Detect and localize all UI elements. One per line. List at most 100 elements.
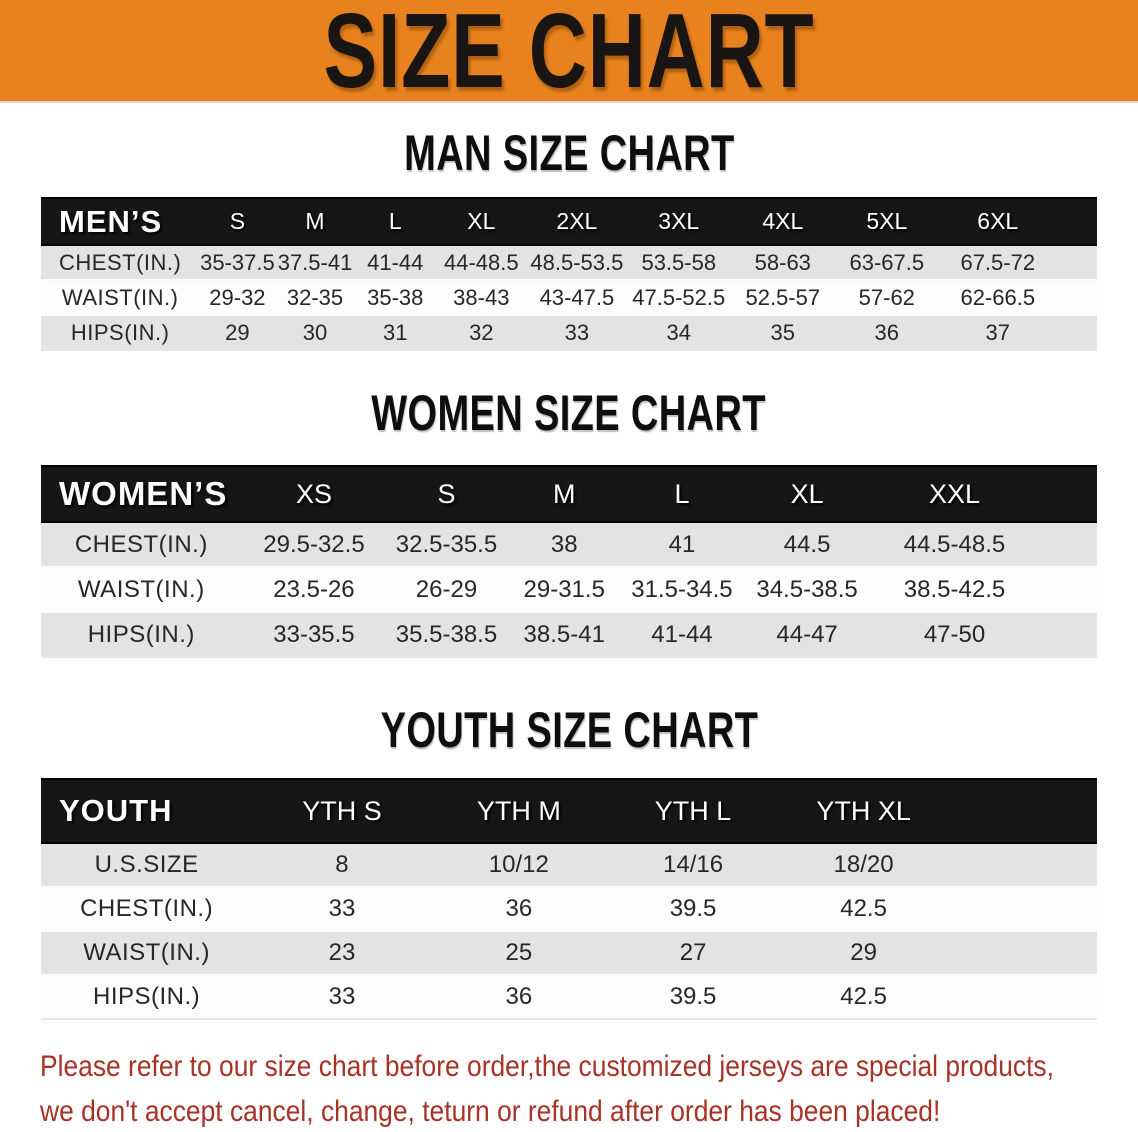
size-column-header: M (275, 197, 355, 246)
size-value-cell: 35.5-38.5 (386, 612, 507, 658)
size-column-header: 6XL (938, 197, 1097, 246)
size-value-cell: 52.5-57 (730, 280, 836, 316)
table-row: HIPS(IN.) 33 36 39.5 42.5 (41, 975, 1097, 1020)
measurement-label: WAIST(IN.) (41, 931, 253, 976)
size-column-header: YTH M (431, 778, 606, 844)
size-value-cell: 47-50 (872, 612, 1097, 658)
size-value-cell: 36 (431, 887, 606, 932)
table-row: WAIST(IN.) 23.5-26 26-29 29-31.5 31.5-34.5 34… (41, 567, 1097, 613)
measurement-label: WAIST(IN.) (41, 567, 242, 613)
size-value-cell: 34 (627, 315, 731, 351)
table-row: WAIST(IN.) 29-32 32-35 35-38 38-43 43-47.5 47.… (41, 280, 1097, 316)
size-value-cell: 53.5-58 (627, 245, 731, 281)
section-women: WOMEN SIZE CHART WOMEN’S XS S M L XL XXL CHEST(I… (0, 387, 1138, 658)
banner: SIZE CHART (0, 0, 1138, 110)
size-column-header: XXL (872, 465, 1097, 523)
size-value-cell: 37 (938, 315, 1097, 351)
measurement-label: HIPS(IN.) (41, 315, 200, 351)
disclaimer-line-1: Please refer to our size chart before or… (40, 1050, 1054, 1083)
size-value-cell: 29 (199, 315, 276, 351)
size-value-cell: 29-31.5 (506, 567, 622, 613)
size-value-cell: 33-35.5 (241, 612, 387, 658)
women-corner-label: WOMEN’S (41, 465, 242, 523)
sections-container: MAN SIZE CHART MEN’S S M L XL 2XL 3XL 4XL 5XL 6XL C… (0, 127, 1138, 1020)
women-section-title: WOMEN SIZE CHART (0, 387, 1138, 439)
size-value-cell: 23.5-26 (241, 567, 387, 613)
size-value-cell: 44.5-48.5 (872, 522, 1097, 568)
table-header-row: MEN’S S M L XL 2XL 3XL 4XL 5XL 6XL (41, 197, 1097, 246)
size-column-header: 5XL (835, 197, 939, 246)
size-column-header: L (354, 197, 436, 246)
size-value-cell: 32.5-35.5 (386, 522, 507, 568)
size-column-header: 3XL (627, 197, 731, 246)
table-row: CHEST(IN.) 35-37.5 37.5-41 41-44 44-48.5 48.5… (41, 245, 1097, 281)
disclaimer: Please refer to our size chart before or… (40, 1044, 1138, 1132)
size-value-cell: 41 (621, 522, 743, 568)
size-value-cell: 33 (252, 887, 432, 932)
size-value-cell: 29.5-32.5 (241, 522, 387, 568)
table-row: U.S.SIZE 8 10/12 14/16 18/20 (41, 843, 1097, 888)
size-value-cell: 35 (730, 315, 836, 351)
size-value-cell: 38-43 (435, 280, 527, 316)
size-value-cell: 23 (252, 931, 432, 976)
disclaimer-line-2: we don't accept cancel, change, teturn o… (40, 1095, 941, 1128)
women-size-table: WOMEN’S XS S M L XL XXL CHEST(IN.) 29.5-32.5 32.5… (41, 465, 1097, 658)
size-value-cell: 8 (252, 843, 432, 888)
size-column-header: XS (241, 465, 387, 523)
size-value-cell: 44.5 (742, 522, 873, 568)
men-size-table: MEN’S S M L XL 2XL 3XL 4XL 5XL 6XL CHEST(IN.) 35-37… (41, 197, 1097, 351)
size-value-cell: 31 (354, 315, 436, 351)
size-column-header: YTH L (605, 778, 781, 844)
table-row: HIPS(IN.) 33-35.5 35.5-38.5 38.5-41 41-44 44-… (41, 612, 1097, 658)
size-column-header: M (506, 465, 622, 523)
size-value-cell: 44-47 (742, 612, 873, 658)
measurement-label: U.S.SIZE (41, 843, 253, 888)
size-value-cell: 57-62 (835, 280, 939, 316)
table-row: CHEST(IN.) 33 36 39.5 42.5 (41, 887, 1097, 932)
size-value-cell: 48.5-53.5 (526, 245, 628, 281)
youth-size-table: YOUTH YTH S YTH M YTH L YTH XL U.S.SIZE 8 10/12… (41, 778, 1097, 1020)
size-value-cell: 14/16 (605, 843, 781, 888)
measurement-label: CHEST(IN.) (41, 887, 253, 932)
size-value-cell: 26-29 (386, 567, 507, 613)
size-value-cell: 36 (835, 315, 939, 351)
size-value-cell: 38.5-42.5 (872, 567, 1097, 613)
size-value-cell: 25 (431, 931, 606, 976)
size-column-header: L (621, 465, 743, 523)
size-column-header: S (386, 465, 507, 523)
size-value-cell: 10/12 (431, 843, 606, 888)
section-title-text: MAN SIZE CHART (403, 125, 735, 181)
size-column-header: YTH XL (780, 778, 1097, 844)
size-column-header: XL (435, 197, 527, 246)
size-column-header: 4XL (730, 197, 836, 246)
size-value-cell: 35-37.5 (199, 245, 276, 281)
size-value-cell: 41-44 (354, 245, 436, 281)
section-youth: YOUTH SIZE CHART YOUTH YTH S YTH M YTH L YTH … (0, 704, 1138, 1020)
size-column-header: S (199, 197, 276, 246)
size-value-cell: 18/20 (780, 843, 1097, 888)
section-title-text: YOUTH SIZE CHART (380, 702, 758, 758)
size-value-cell: 32-35 (275, 280, 355, 316)
size-value-cell: 63-67.5 (835, 245, 939, 281)
size-value-cell: 27 (605, 931, 781, 976)
measurement-label: CHEST(IN.) (41, 245, 200, 281)
measurement-label: CHEST(IN.) (41, 522, 242, 568)
size-value-cell: 34.5-38.5 (742, 567, 873, 613)
size-value-cell: 33 (526, 315, 628, 351)
size-value-cell: 44-48.5 (435, 245, 527, 281)
section-title-text: WOMEN SIZE CHART (371, 385, 767, 441)
size-value-cell: 39.5 (605, 887, 781, 932)
table-header-row: WOMEN’S XS S M L XL XXL (41, 465, 1097, 523)
measurement-label: WAIST(IN.) (41, 280, 200, 316)
size-value-cell: 30 (275, 315, 355, 351)
size-value-cell: 29 (780, 931, 1097, 976)
youth-corner-label: YOUTH (41, 778, 253, 844)
men-corner-label: MEN’S (41, 197, 200, 246)
table-row: HIPS(IN.) 29 30 31 32 33 34 35 36 37 (41, 315, 1097, 351)
size-value-cell: 41-44 (621, 612, 743, 658)
section-men: MAN SIZE CHART MEN’S S M L XL 2XL 3XL 4XL 5XL 6XL C… (0, 127, 1138, 351)
size-column-header: XL (742, 465, 873, 523)
size-value-cell: 36 (431, 975, 606, 1020)
banner-title: SIZE CHART (323, 0, 815, 110)
size-value-cell: 58-63 (730, 245, 836, 281)
